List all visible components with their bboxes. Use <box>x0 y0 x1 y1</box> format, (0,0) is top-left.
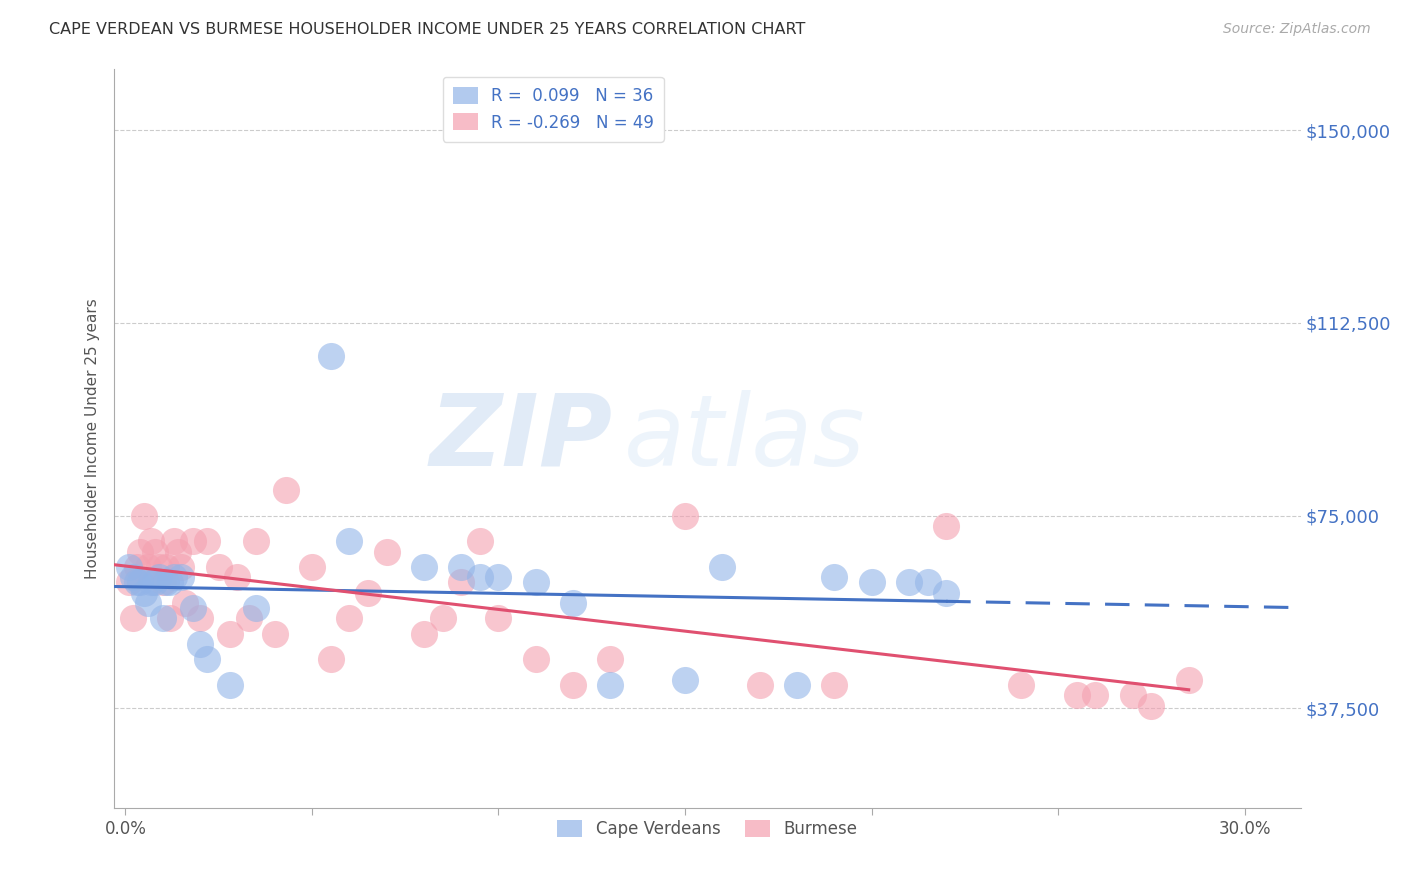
Point <box>860 575 883 590</box>
Point <box>1084 689 1107 703</box>
Point <box>132 508 155 523</box>
Point <box>159 575 181 590</box>
Point <box>599 652 621 666</box>
Point <box>357 585 380 599</box>
Point <box>786 678 808 692</box>
Point <box>238 611 260 625</box>
Point <box>118 560 141 574</box>
Point <box>245 601 267 615</box>
Point <box>524 652 547 666</box>
Point <box>319 349 342 363</box>
Point <box>1122 689 1144 703</box>
Point <box>155 575 177 590</box>
Point <box>245 534 267 549</box>
Point <box>208 560 231 574</box>
Point <box>673 508 696 523</box>
Point <box>218 678 240 692</box>
Point <box>711 560 734 574</box>
Point <box>450 560 472 574</box>
Point <box>136 560 159 574</box>
Point <box>823 678 845 692</box>
Point <box>468 570 491 584</box>
Point <box>432 611 454 625</box>
Point <box>218 626 240 640</box>
Point <box>159 611 181 625</box>
Point <box>226 570 249 584</box>
Point <box>412 626 434 640</box>
Point <box>488 611 510 625</box>
Point <box>136 596 159 610</box>
Point <box>163 570 186 584</box>
Text: CAPE VERDEAN VS BURMESE HOUSEHOLDER INCOME UNDER 25 YEARS CORRELATION CHART: CAPE VERDEAN VS BURMESE HOUSEHOLDER INCO… <box>49 22 806 37</box>
Point <box>152 611 174 625</box>
Point <box>129 575 152 590</box>
Point <box>562 678 585 692</box>
Point <box>148 560 170 574</box>
Point <box>1140 698 1163 713</box>
Text: Source: ZipAtlas.com: Source: ZipAtlas.com <box>1223 22 1371 37</box>
Point <box>823 570 845 584</box>
Point <box>319 652 342 666</box>
Point <box>488 570 510 584</box>
Text: atlas: atlas <box>624 390 866 487</box>
Point <box>141 575 163 590</box>
Point <box>132 585 155 599</box>
Point <box>1177 673 1199 687</box>
Point <box>263 626 285 640</box>
Point <box>170 570 193 584</box>
Point <box>125 560 148 574</box>
Legend: Cape Verdeans, Burmese: Cape Verdeans, Burmese <box>551 813 865 845</box>
Point <box>274 483 297 497</box>
Point <box>155 560 177 574</box>
Point <box>337 534 360 549</box>
Point <box>166 544 188 558</box>
Y-axis label: Householder Income Under 25 years: Householder Income Under 25 years <box>86 298 100 579</box>
Point <box>468 534 491 549</box>
Point <box>148 570 170 584</box>
Point <box>125 575 148 590</box>
Point <box>143 575 166 590</box>
Point <box>197 652 219 666</box>
Point <box>143 544 166 558</box>
Point <box>1010 678 1032 692</box>
Point <box>337 611 360 625</box>
Point <box>935 585 957 599</box>
Point <box>152 575 174 590</box>
Point <box>188 611 211 625</box>
Point <box>197 534 219 549</box>
Point <box>450 575 472 590</box>
Point <box>917 575 939 590</box>
Point <box>188 637 211 651</box>
Point <box>163 534 186 549</box>
Point <box>412 560 434 574</box>
Point <box>897 575 920 590</box>
Point <box>599 678 621 692</box>
Point <box>181 534 204 549</box>
Point <box>181 601 204 615</box>
Point <box>935 518 957 533</box>
Text: ZIP: ZIP <box>429 390 613 487</box>
Point <box>170 560 193 574</box>
Point <box>121 611 143 625</box>
Point <box>748 678 770 692</box>
Point <box>121 570 143 584</box>
Point <box>524 575 547 590</box>
Point <box>1066 689 1088 703</box>
Point <box>174 596 197 610</box>
Point <box>301 560 323 574</box>
Point <box>118 575 141 590</box>
Point <box>129 544 152 558</box>
Point <box>375 544 398 558</box>
Point <box>562 596 585 610</box>
Point <box>673 673 696 687</box>
Point <box>141 534 163 549</box>
